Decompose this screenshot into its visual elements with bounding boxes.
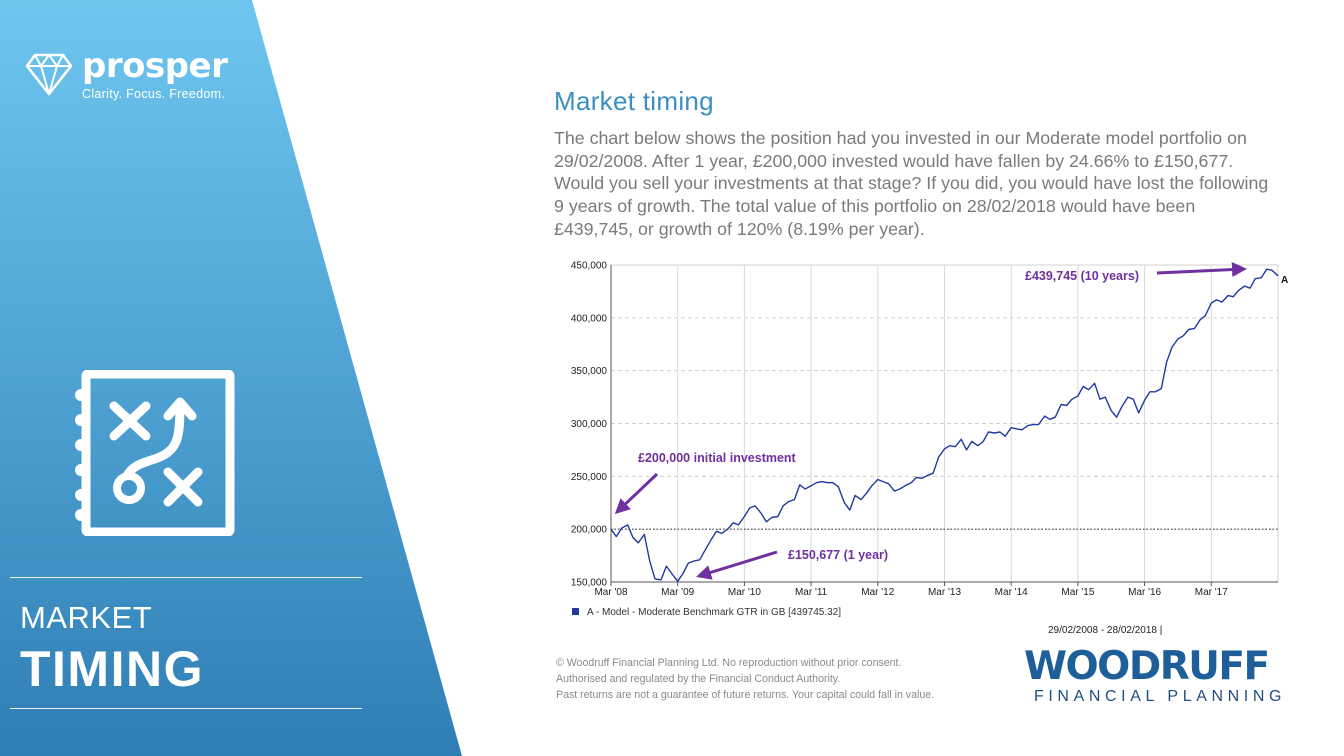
y-tick-label: 250,000: [571, 472, 608, 483]
x-tick-label: Mar '12: [861, 587, 894, 598]
x-tick-label: Mar '15: [1061, 587, 1094, 598]
chart-series: A: [610, 268, 1288, 582]
series-line: [610, 268, 1279, 582]
chart-axes: 150,000 200,000 250,000 300,000 350,000 400,0…: [571, 261, 1278, 598]
chart-grid: [610, 264, 1279, 583]
annotation-label: £200,000 initial investment: [638, 451, 797, 465]
y-tick-label: 150,000: [571, 578, 608, 589]
annotation-arrow: [1156, 262, 1247, 278]
chart-legend: A - Model - Moderate Benchmark GTR in GB…: [572, 607, 841, 618]
disclaimer-line: Authorised and regulated by the Financia…: [556, 672, 841, 685]
brand-logo: prosper Clarity. Focus. Freedom.: [26, 46, 266, 110]
x-tick-label: Mar '09: [661, 587, 694, 598]
brand-tagline: Clarity. Focus. Freedom.: [82, 87, 226, 101]
y-tick-label: 400,000: [571, 313, 608, 324]
woodruff-logo-subtitle: FINANCIAL PLANNING: [1034, 688, 1287, 705]
disclaimer-line: © Woodruff Financial Planning Ltd. No re…: [556, 657, 902, 669]
y-tick-label: 450,000: [571, 261, 608, 272]
series-end-label: A: [1281, 275, 1288, 286]
x-tick-label: Mar '13: [928, 587, 961, 598]
sidebar: prosper Clarity. Focus. Freedom. MARKET …: [0, 0, 470, 756]
x-tick-label: Mar '17: [1195, 587, 1228, 598]
strategy-play-icon: [75, 370, 235, 536]
x-tick-label: Mar '08: [594, 587, 627, 598]
woodruff-logo: WOODRUFF: [1024, 644, 1270, 689]
y-tick-label: 300,000: [571, 419, 608, 430]
date-range: 29/02/2008 - 28/02/2018 |: [1048, 625, 1163, 636]
x-tick-label: Mar '16: [1128, 587, 1161, 598]
x-tick-label: Mar '14: [995, 587, 1028, 598]
annotation-label: £150,677 (1 year): [788, 548, 888, 562]
performance-chart: 150,000 200,000 250,000 300,000 350,000 400,0…: [571, 261, 1288, 599]
section-kicker: MARKET: [20, 600, 153, 635]
y-tick-label: 200,000: [571, 525, 608, 536]
legend-label: A - Model - Moderate Benchmark GTR in GB…: [587, 607, 842, 618]
x-tick-label: Mar '10: [728, 587, 761, 598]
y-tick-label: 350,000: [571, 366, 608, 377]
annotation-label: £439,745 (10 years): [1025, 269, 1139, 283]
section-divider-bottom: [10, 708, 362, 709]
brand-name: prosper: [82, 46, 228, 86]
x-tick-label: Mar '11: [795, 587, 828, 598]
page-title: Market timing: [554, 86, 714, 116]
section-heading: TIMING: [20, 641, 204, 697]
chart-annotations: £439,745 (10 years) £200,000 initial inve…: [614, 262, 1247, 580]
legend-swatch: [572, 608, 579, 615]
annotation-arrow: [696, 550, 778, 580]
disclaimer: © Woodruff Financial Planning Ltd. No re…: [556, 656, 934, 703]
disclaimer-line: Past returns are not a guarantee of futu…: [556, 688, 935, 701]
section-divider-top: [10, 577, 362, 578]
annotation-arrow: [614, 472, 659, 515]
intro-paragraph: The chart below shows the position had y…: [554, 128, 1269, 239]
diamond-icon: [26, 53, 72, 96]
